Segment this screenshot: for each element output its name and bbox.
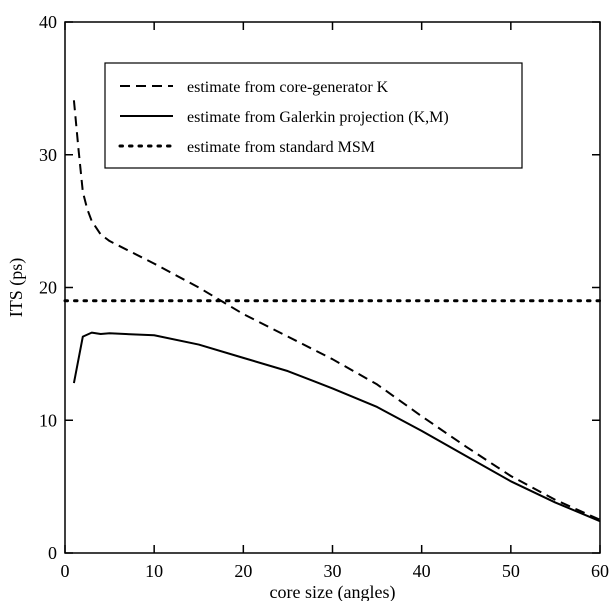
y-axis-label: ITS (ps) bbox=[6, 258, 27, 318]
legend-box bbox=[104, 62, 523, 169]
y-tick-label: 20 bbox=[39, 278, 57, 298]
legend-label-1: estimate from Galerkin projection (K,M) bbox=[187, 109, 449, 126]
y-tick-label: 40 bbox=[39, 12, 57, 32]
x-tick-label: 50 bbox=[502, 561, 520, 581]
series-line-1 bbox=[72, 331, 601, 523]
x-tick-label: 20 bbox=[234, 561, 252, 581]
x-tick-label: 10 bbox=[145, 561, 163, 581]
axes: 0 10 20 30 40 50 60 0 10 20 30 40 bbox=[39, 12, 609, 581]
legend: estimate from core-generator K estimate f… bbox=[104, 62, 523, 169]
series-layer bbox=[63, 100, 602, 523]
x-tick-label: 30 bbox=[324, 561, 342, 581]
legend-label-2: estimate from standard MSM bbox=[187, 139, 375, 156]
y-tick-label: 0 bbox=[48, 543, 57, 563]
legend-label-0: estimate from core-generator K bbox=[187, 79, 389, 96]
y-tick-label: 30 bbox=[39, 145, 57, 165]
x-tick-label: 0 bbox=[61, 561, 70, 581]
x-tick-label: 60 bbox=[591, 561, 609, 581]
y-tick-label: 10 bbox=[39, 410, 57, 430]
x-tick-label: 40 bbox=[413, 561, 431, 581]
x-axis-label: core size (angles) bbox=[270, 582, 396, 601]
series-line-0 bbox=[72, 100, 601, 521]
